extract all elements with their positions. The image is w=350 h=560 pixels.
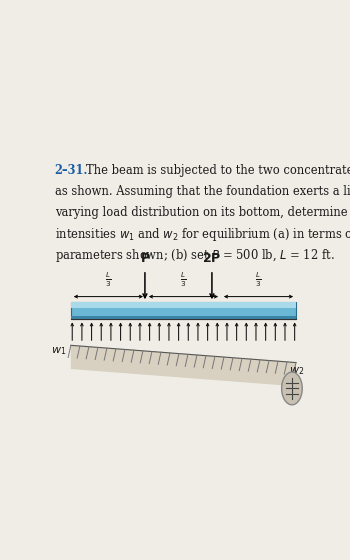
Text: $\frac{L}{3}$: $\frac{L}{3}$ <box>180 270 187 289</box>
Text: $w_1$: $w_1$ <box>51 346 66 357</box>
Text: $\mathbf{P}$: $\mathbf{P}$ <box>140 251 150 265</box>
Text: The beam is subjected to the two concentrated loads: The beam is subjected to the two concent… <box>86 164 350 177</box>
Text: 2–31.: 2–31. <box>55 164 88 177</box>
Circle shape <box>282 372 302 405</box>
Text: varying load distribution on its bottom, determine the load: varying load distribution on its bottom,… <box>55 206 350 218</box>
Text: $\frac{L}{3}$: $\frac{L}{3}$ <box>255 270 262 289</box>
Text: $\frac{L}{3}$: $\frac{L}{3}$ <box>105 270 112 289</box>
Text: intensities $w_1$ and $w_2$ for equilibrium (a) in terms of the: intensities $w_1$ and $w_2$ for equilibr… <box>55 226 350 243</box>
Polygon shape <box>71 346 296 386</box>
Bar <box>71 302 296 308</box>
Text: $w_2$: $w_2$ <box>289 365 304 376</box>
Bar <box>71 316 296 319</box>
Text: parameters shown; (b) set $P$ = 500 lb, $L$ = 12 ft.: parameters shown; (b) set $P$ = 500 lb, … <box>55 247 334 264</box>
Text: as shown. Assuming that the foundation exerts a linearly: as shown. Assuming that the foundation e… <box>55 185 350 198</box>
Text: $\mathbf{2P}$: $\mathbf{2P}$ <box>202 251 222 265</box>
Bar <box>71 302 296 319</box>
